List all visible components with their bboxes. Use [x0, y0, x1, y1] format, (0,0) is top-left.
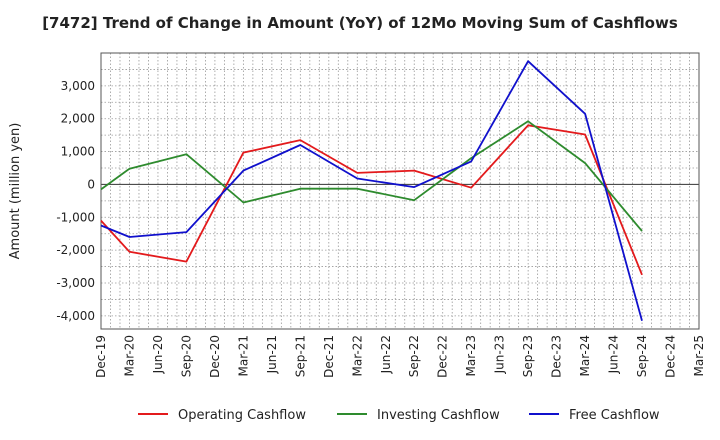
x-tick-label: Sep-22 — [407, 335, 421, 377]
y-axis-title: Amount (million yen) — [8, 123, 23, 260]
x-tick-label: Mar-24 — [578, 335, 592, 376]
x-tick-label: Jun-24 — [607, 335, 621, 374]
x-tick-label: Mar-25 — [692, 335, 706, 376]
series-line-operating-cashflow — [100, 124, 643, 276]
vertical-gridlines — [110, 53, 690, 329]
series-lines — [100, 60, 643, 322]
legend-label: Free Cashflow — [569, 408, 660, 423]
x-tick-label: Sep-24 — [635, 335, 649, 377]
legend: Operating Cashflow Investing Cashflow Free… — [138, 408, 660, 423]
x-tick-label: Dec-22 — [436, 335, 450, 378]
x-tick-label: Jun-21 — [265, 335, 279, 374]
x-tick-label: Sep-23 — [521, 335, 535, 377]
series-line-investing-cashflow — [100, 120, 643, 232]
x-tick-label: Sep-20 — [179, 335, 193, 377]
x-tick-label: Dec-23 — [550, 335, 564, 378]
x-tick-label: Dec-21 — [322, 335, 336, 378]
x-tick-label: Mar-20 — [122, 335, 136, 376]
y-tick-label: 2,000 — [61, 112, 95, 126]
y-tick-label: -1,000 — [56, 210, 95, 224]
y-tick-label: -4,000 — [56, 309, 95, 323]
x-tick-label: Jun-23 — [493, 335, 507, 374]
x-tick-label: Sep-21 — [293, 335, 307, 377]
legend-label: Investing Cashflow — [377, 408, 500, 423]
y-tick-label: 0 — [87, 177, 95, 191]
y-axis: -4,000 -3,000 -2,000 -1,000 0 1,000 2,000 3,000 — [56, 79, 95, 323]
x-tick-label: Jun-22 — [379, 335, 393, 374]
horizontal-gridlines — [101, 69, 699, 317]
y-tick-label: 3,000 — [61, 79, 95, 93]
plot-frame — [100, 52, 700, 330]
x-tick-label: Dec-24 — [664, 335, 678, 378]
legend-label: Operating Cashflow — [178, 408, 306, 423]
x-tick-label: Dec-19 — [94, 335, 108, 378]
x-tick-label: Mar-22 — [350, 335, 364, 376]
x-tick-label: Dec-20 — [208, 335, 222, 378]
chart-title: [7472] Trend of Change in Amount (YoY) o… — [42, 14, 678, 32]
x-axis: Dec-19 Mar-20 Jun-20 Sep-20 Dec-20 Mar-21 Jun-… — [94, 335, 706, 378]
x-tick-label: Mar-23 — [464, 335, 478, 376]
x-tick-label: Mar-21 — [236, 335, 250, 376]
y-tick-label: -3,000 — [56, 276, 95, 290]
series-line-free-cashflow — [100, 60, 643, 322]
y-tick-label: 1,000 — [61, 145, 95, 159]
y-tick-label: -2,000 — [56, 243, 95, 257]
x-tick-label: Jun-20 — [151, 335, 165, 374]
